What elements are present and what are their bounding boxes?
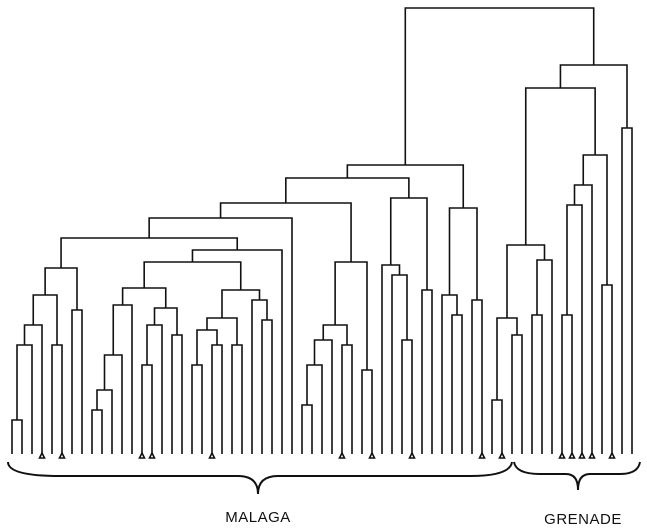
branch bbox=[143, 261, 242, 290]
branch bbox=[471, 299, 483, 448]
branch bbox=[32, 294, 58, 345]
branch bbox=[261, 319, 273, 448]
branch bbox=[441, 294, 458, 448]
branch bbox=[306, 364, 323, 448]
leaf-marker bbox=[138, 451, 146, 459]
branch bbox=[559, 64, 628, 128]
leaf-marker bbox=[478, 451, 486, 459]
branch bbox=[23, 324, 43, 448]
branch bbox=[361, 369, 373, 448]
branch bbox=[146, 324, 163, 448]
leaf-marker bbox=[558, 451, 566, 459]
branch bbox=[11, 419, 23, 448]
branch bbox=[566, 204, 583, 448]
leaf-marker bbox=[588, 451, 596, 459]
branch bbox=[313, 339, 333, 448]
branch bbox=[496, 317, 518, 400]
leaf-marker bbox=[148, 451, 156, 459]
branch bbox=[389, 197, 428, 290]
leaf-marker bbox=[608, 451, 616, 459]
branch bbox=[421, 289, 433, 448]
branch bbox=[171, 334, 183, 448]
branch bbox=[16, 344, 33, 448]
branch bbox=[524, 87, 596, 245]
branch bbox=[191, 364, 203, 448]
branch bbox=[96, 389, 113, 448]
branch bbox=[573, 184, 593, 448]
branch bbox=[206, 317, 238, 345]
branch bbox=[322, 324, 348, 345]
branch bbox=[391, 274, 408, 448]
branch bbox=[346, 164, 465, 208]
branch bbox=[582, 154, 608, 285]
branch bbox=[231, 344, 243, 448]
branch bbox=[601, 284, 613, 448]
branch bbox=[561, 314, 573, 448]
grenade-brace bbox=[513, 461, 641, 491]
branch bbox=[71, 309, 83, 448]
branch bbox=[334, 261, 368, 370]
leaf-marker bbox=[338, 451, 346, 459]
branch bbox=[511, 334, 523, 448]
branch bbox=[211, 344, 223, 448]
branch bbox=[221, 289, 261, 318]
branch bbox=[621, 127, 633, 448]
leaf-marker bbox=[578, 451, 586, 459]
leaf-marker bbox=[208, 451, 216, 459]
branch bbox=[51, 344, 63, 448]
leaf-marker bbox=[38, 451, 46, 459]
malaga-brace bbox=[7, 461, 513, 495]
leaf-marker bbox=[568, 451, 576, 459]
branch bbox=[451, 314, 463, 448]
branch bbox=[103, 354, 123, 448]
branch bbox=[536, 259, 553, 448]
branch bbox=[404, 7, 595, 165]
branch bbox=[60, 237, 239, 268]
branch bbox=[448, 207, 478, 300]
branch bbox=[141, 364, 153, 448]
branch bbox=[148, 217, 293, 448]
branch bbox=[506, 244, 546, 318]
branch bbox=[219, 202, 352, 262]
branch bbox=[401, 339, 413, 448]
branch bbox=[531, 314, 543, 448]
group-label: GRENADE bbox=[544, 511, 622, 528]
branch bbox=[44, 267, 78, 310]
leaf-marker bbox=[408, 451, 416, 459]
branch bbox=[341, 344, 353, 448]
branch bbox=[251, 299, 268, 448]
leaf-marker bbox=[498, 451, 506, 459]
group-label: MALAGA bbox=[225, 509, 291, 526]
branch bbox=[153, 307, 178, 335]
branch bbox=[301, 404, 313, 448]
leaf-marker bbox=[368, 451, 376, 459]
branch bbox=[91, 409, 103, 448]
branch bbox=[381, 264, 401, 448]
leaf-marker bbox=[58, 451, 66, 459]
dendrogram bbox=[11, 7, 633, 459]
branch bbox=[191, 249, 283, 448]
branch bbox=[196, 329, 218, 365]
branch bbox=[491, 399, 503, 448]
